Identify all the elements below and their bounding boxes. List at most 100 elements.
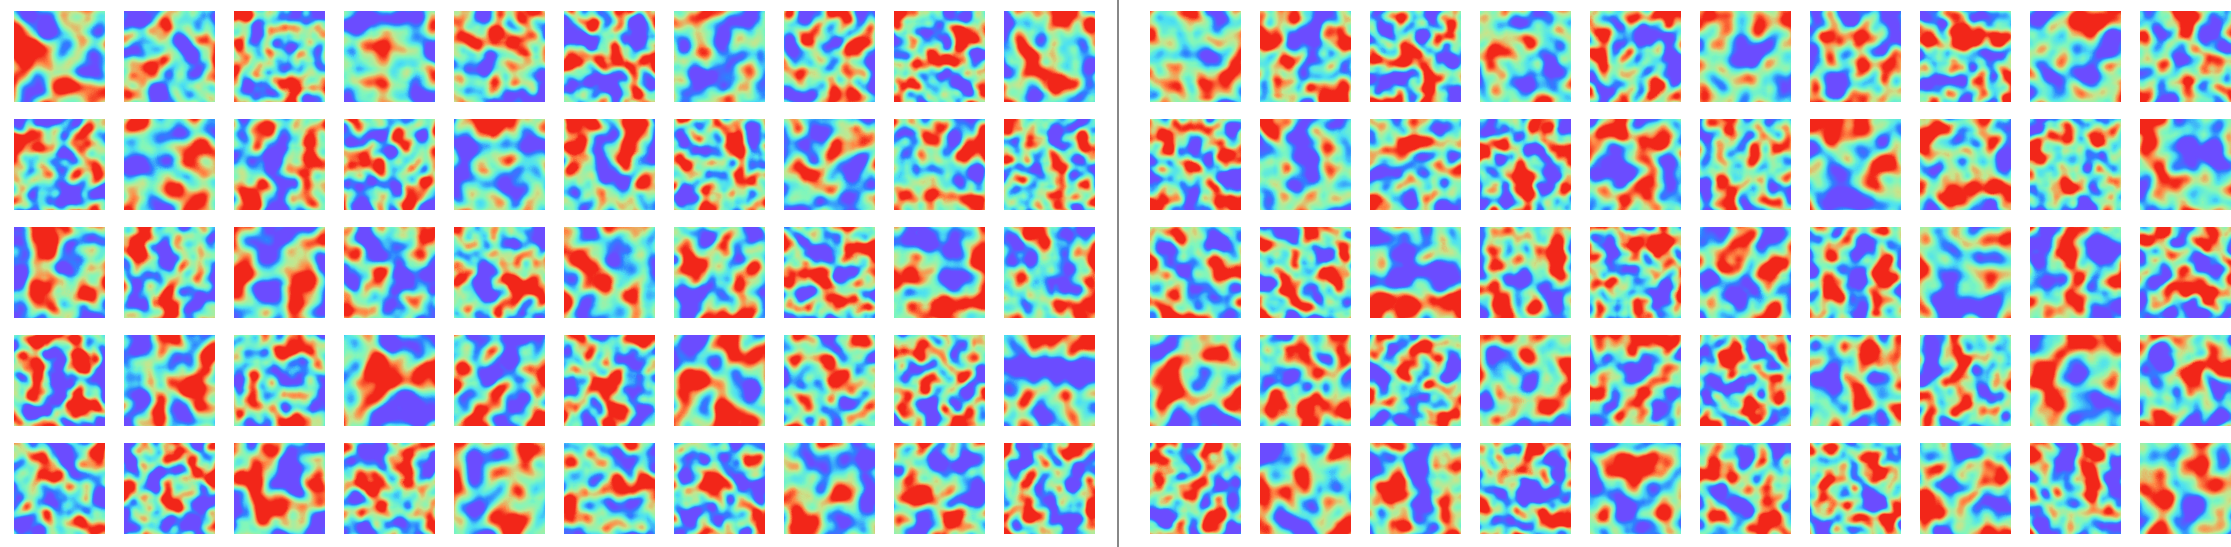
texture-tile	[344, 335, 435, 426]
texture-tile	[1700, 227, 1791, 318]
texture-tile	[1150, 443, 1241, 534]
texture-tile	[674, 443, 765, 534]
texture-tile	[674, 119, 765, 210]
texture-tile	[1590, 335, 1681, 426]
texture-tile	[234, 335, 325, 426]
texture-tile	[344, 227, 435, 318]
texture-tile	[1260, 443, 1351, 534]
texture-tile	[1590, 227, 1681, 318]
texture-tile	[1810, 227, 1901, 318]
texture-tile	[1590, 443, 1681, 534]
texture-tile	[234, 443, 325, 534]
texture-tile	[1370, 227, 1461, 318]
texture-tile	[14, 11, 105, 102]
texture-tile	[1920, 11, 2011, 102]
texture-tile	[564, 119, 655, 210]
texture-tile	[1920, 443, 2011, 534]
texture-tile	[2140, 443, 2231, 534]
texture-tile	[234, 11, 325, 102]
texture-tile	[1920, 227, 2011, 318]
texture-tile	[344, 11, 435, 102]
texture-tile	[1920, 335, 2011, 426]
texture-tile	[1370, 335, 1461, 426]
texture-tile	[1260, 119, 1351, 210]
texture-tile	[1590, 119, 1681, 210]
texture-tile	[1810, 119, 1901, 210]
texture-tile	[564, 335, 655, 426]
texture-tile	[1810, 335, 1901, 426]
texture-tile	[454, 443, 545, 534]
texture-tile	[234, 119, 325, 210]
texture-tile	[1700, 335, 1791, 426]
texture-tile	[14, 443, 105, 534]
texture-tile	[1150, 119, 1241, 210]
texture-tile	[1370, 443, 1461, 534]
texture-tile	[2030, 227, 2121, 318]
texture-tile	[1260, 227, 1351, 318]
texture-tile	[1480, 227, 1571, 318]
texture-tile	[1480, 11, 1571, 102]
texture-tile	[454, 11, 545, 102]
texture-tile	[2030, 119, 2121, 210]
texture-tile	[1920, 119, 2011, 210]
texture-tile	[454, 119, 545, 210]
texture-tile	[1480, 335, 1571, 426]
texture-tile	[1004, 443, 1095, 534]
texture-tile	[14, 335, 105, 426]
texture-tile	[1260, 11, 1351, 102]
texture-tile	[2030, 443, 2121, 534]
texture-tile	[1700, 11, 1791, 102]
texture-tile	[344, 119, 435, 210]
texture-tile	[2030, 335, 2121, 426]
texture-tile	[784, 119, 875, 210]
texture-tile	[124, 227, 215, 318]
texture-tile	[234, 227, 325, 318]
texture-tile	[564, 443, 655, 534]
texture-tile	[894, 443, 985, 534]
texture-tile	[2140, 227, 2231, 318]
texture-tile	[564, 227, 655, 318]
texture-tile	[2140, 11, 2231, 102]
texture-tile	[894, 335, 985, 426]
texture-tile	[14, 119, 105, 210]
texture-tile	[784, 335, 875, 426]
texture-tile	[1150, 227, 1241, 318]
texture-tile	[894, 119, 985, 210]
texture-tile	[894, 227, 985, 318]
texture-tile	[454, 227, 545, 318]
texture-tile	[1150, 11, 1241, 102]
texture-tile	[2140, 335, 2231, 426]
texture-tile	[1700, 119, 1791, 210]
texture-tile	[344, 443, 435, 534]
texture-tile	[124, 335, 215, 426]
texture-tile	[1590, 11, 1681, 102]
texture-tile	[674, 335, 765, 426]
texture-tile	[1260, 335, 1351, 426]
texture-tile	[564, 11, 655, 102]
texture-tile	[1004, 11, 1095, 102]
texture-tile	[124, 443, 215, 534]
texture-tile	[784, 227, 875, 318]
texture-tile	[674, 11, 765, 102]
texture-tile	[784, 443, 875, 534]
texture-tile	[2140, 119, 2231, 210]
texture-tile	[1004, 119, 1095, 210]
texture-tile	[1810, 443, 1901, 534]
texture-tile	[1370, 119, 1461, 210]
texture-tile	[2030, 11, 2121, 102]
texture-tile	[14, 227, 105, 318]
texture-tile	[1700, 443, 1791, 534]
texture-tile	[1480, 443, 1571, 534]
texture-tile	[1480, 119, 1571, 210]
texture-tile	[894, 11, 985, 102]
texture-tile	[1004, 227, 1095, 318]
texture-tile	[454, 335, 545, 426]
texture-tile	[1370, 11, 1461, 102]
texture-tile	[1810, 11, 1901, 102]
texture-tile	[1150, 335, 1241, 426]
texture-tile	[784, 11, 875, 102]
texture-tile	[674, 227, 765, 318]
texture-tile	[124, 11, 215, 102]
